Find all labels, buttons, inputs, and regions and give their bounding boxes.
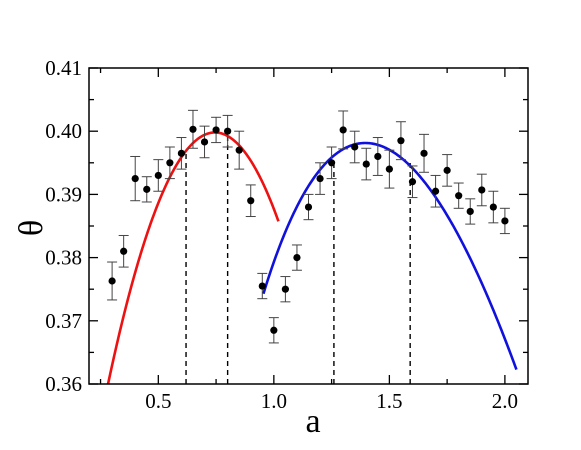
marker [339, 126, 347, 134]
y-tick-label: 0.40 [45, 119, 82, 143]
data-point-12 [234, 130, 245, 170]
marker [120, 247, 128, 255]
marker [304, 203, 313, 211]
data-point-13 [245, 184, 256, 218]
data-point-17 [291, 244, 302, 271]
marker [224, 127, 232, 135]
data-point-7 [176, 137, 187, 170]
data-point-34 [488, 190, 499, 224]
x-tick-label: 1.5 [376, 389, 402, 413]
data-point-28 [419, 133, 430, 173]
x-axis-title: a [305, 403, 320, 440]
data-point-3 [130, 155, 141, 202]
data-point-14 [257, 272, 268, 300]
fit-curve-red [106, 131, 280, 384]
data-point-32 [465, 198, 476, 225]
y-tick-label: 0.39 [45, 182, 82, 206]
marker [478, 186, 486, 194]
y-tick-label: 0.37 [45, 309, 82, 333]
data-point-15 [268, 317, 279, 344]
plot-frame [88, 67, 529, 385]
data-point-24 [372, 137, 383, 176]
marker [154, 171, 162, 180]
fit-curve-blue [262, 141, 518, 371]
marker [200, 138, 209, 146]
marker [489, 203, 497, 211]
data-point-4 [141, 176, 152, 203]
marker [281, 285, 289, 293]
marker [362, 160, 370, 168]
marker [108, 277, 116, 285]
plot-content [106, 109, 518, 384]
data-point-22 [349, 130, 360, 164]
data-point-11 [222, 114, 233, 148]
data-point-18 [303, 193, 314, 221]
data-point-5 [153, 159, 164, 192]
marker [328, 159, 336, 167]
axes-ticks: 0.5 1.0 1.5 2.0 0.36 0.37 0.38 0.39 0.40 0.41 [45, 56, 528, 413]
marker [131, 175, 139, 183]
marker [443, 166, 451, 174]
data-point-31 [453, 182, 464, 209]
marker [374, 152, 382, 161]
marker [212, 126, 220, 134]
data-point-29 [430, 174, 441, 208]
y-tick-label: 0.36 [45, 372, 82, 396]
marker [466, 207, 474, 216]
data-point-30 [442, 154, 453, 187]
marker [397, 137, 405, 145]
marker [501, 217, 509, 225]
marker [166, 159, 174, 167]
y-axis-title: θ [13, 220, 50, 236]
marker [270, 326, 278, 334]
data-point-20 [326, 146, 337, 180]
marker [177, 149, 186, 157]
marker [408, 178, 417, 186]
marker [385, 165, 393, 173]
data-point-35 [499, 207, 510, 235]
data-point-16 [280, 276, 291, 303]
marker [143, 185, 151, 193]
marker [420, 149, 428, 157]
marker [235, 146, 243, 154]
data-point-6 [164, 146, 175, 180]
data-point-1 [107, 261, 118, 301]
marker [293, 254, 301, 262]
data-point-8 [187, 109, 198, 149]
data-point-10 [211, 116, 222, 144]
data-point-9 [199, 125, 210, 159]
marker [316, 175, 324, 183]
data-point-26 [395, 121, 406, 161]
data-point-27 [407, 165, 418, 199]
data-point-23 [361, 147, 372, 181]
y-tick-label: 0.38 [45, 246, 82, 270]
x-tick-label: 1.0 [261, 389, 287, 413]
data-point-21 [338, 110, 349, 150]
x-tick-label: 2.0 [492, 389, 518, 413]
marker [189, 125, 197, 133]
data-point-25 [384, 149, 395, 189]
marker [431, 187, 440, 195]
marker [258, 282, 266, 290]
marker [351, 143, 359, 151]
marker [247, 197, 255, 205]
marker [455, 192, 463, 200]
x-tick-label: 0.5 [145, 389, 171, 413]
data-point-19 [315, 162, 326, 195]
data-point-33 [476, 173, 487, 207]
data-point-2 [118, 234, 129, 268]
y-tick-label: 0.41 [45, 56, 82, 80]
